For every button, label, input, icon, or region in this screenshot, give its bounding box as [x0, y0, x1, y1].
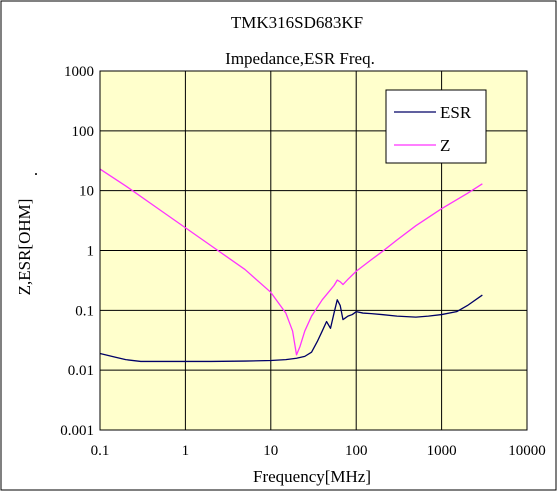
series-layer [99, 168, 483, 363]
legend-label-z: Z [440, 136, 450, 155]
y-axis-label-dot: . [34, 160, 38, 179]
x-tick-label: 10000 [508, 443, 546, 459]
series-line-z [99, 168, 483, 356]
series-line-esr [99, 294, 483, 363]
chart-title: TMK316SD683KF [231, 13, 363, 32]
y-tick-label: 10 [79, 184, 94, 200]
tick-labels: 0.1 1 10 100 1000 10000 0.001 0.01 0.1 1 10 100 1000 [60, 64, 546, 459]
x-axis-label: Frequency[MHz] [253, 467, 371, 486]
plot-border [99, 70, 528, 431]
x-tick-label: 10 [263, 443, 278, 459]
legend: ESR Z [385, 89, 487, 164]
x-tick-label: 1 [182, 443, 190, 459]
y-tick-label: 0.1 [75, 303, 94, 319]
y-tick-label: 100 [72, 124, 95, 140]
y-tick-label: 0.001 [60, 423, 94, 439]
legend-box [385, 89, 487, 164]
y-tick-label: 1000 [64, 64, 94, 80]
x-tick-label: 0.1 [91, 443, 110, 459]
y-tick-label: 1 [87, 244, 95, 260]
legend-label-esr: ESR [440, 103, 472, 122]
x-tick-label: 100 [345, 443, 368, 459]
chart-subtitle: Impedance,ESR Freq. [225, 49, 375, 68]
y-tick-label: 0.01 [68, 363, 94, 379]
y-axis-label: Z,ESR[OHM] [15, 199, 34, 296]
x-tick-label: 1000 [427, 443, 457, 459]
